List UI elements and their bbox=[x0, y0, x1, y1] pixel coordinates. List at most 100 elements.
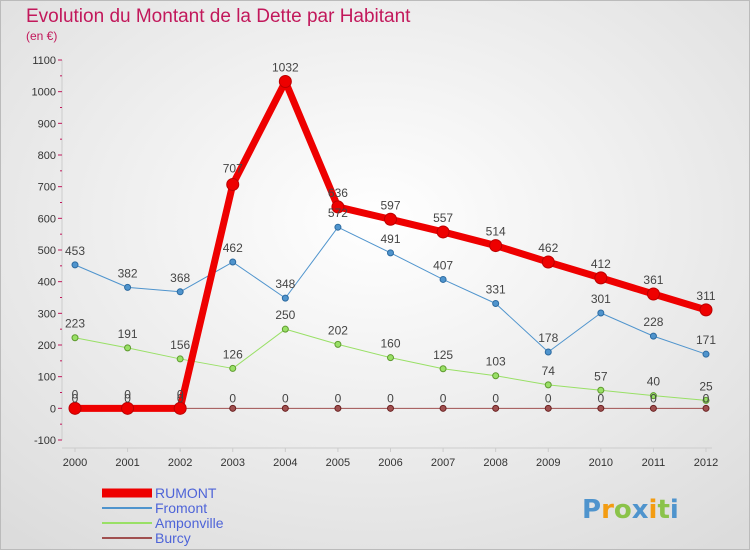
data-point-burcy bbox=[387, 404, 394, 412]
x-tick-label: 2006 bbox=[378, 457, 402, 469]
data-point-amponville bbox=[281, 325, 289, 333]
data-label-burcy: 0 bbox=[703, 391, 710, 405]
data-label-burcy: 0 bbox=[597, 391, 604, 405]
data-point-rumont bbox=[594, 271, 608, 285]
data-label-burcy: 0 bbox=[282, 391, 289, 405]
data-point-burcy bbox=[544, 404, 552, 412]
logo-letter: P bbox=[582, 495, 601, 525]
proxiti-logo: Proxiti bbox=[582, 495, 679, 525]
data-label-fromont: 407 bbox=[433, 258, 453, 272]
data-label-amponville: 250 bbox=[275, 308, 295, 322]
data-label-rumont: 311 bbox=[696, 289, 715, 303]
data-label-rumont: 636 bbox=[328, 186, 348, 200]
data-label-rumont: 462 bbox=[538, 241, 558, 255]
data-point-rumont bbox=[384, 212, 397, 226]
y-tick-label: 1000 bbox=[32, 87, 56, 99]
data-label-burcy: 0 bbox=[229, 391, 236, 405]
data-point-amponville bbox=[597, 386, 605, 394]
x-tick-label: 2004 bbox=[273, 457, 297, 469]
data-label-amponville: 103 bbox=[486, 355, 506, 369]
data-label-fromont: 228 bbox=[643, 315, 663, 329]
data-point-rumont bbox=[436, 225, 450, 239]
data-label-rumont: 0 bbox=[124, 387, 131, 401]
data-label-burcy: 0 bbox=[177, 391, 184, 405]
chart-title: Evolution du Montant de la Dette par Hab… bbox=[26, 6, 411, 27]
data-point-burcy bbox=[649, 404, 657, 412]
data-label-burcy: 0 bbox=[72, 391, 79, 405]
data-label-burcy: 0 bbox=[492, 391, 499, 405]
data-label-rumont: 557 bbox=[433, 211, 453, 225]
data-point-fromont bbox=[71, 261, 79, 269]
data-point-fromont bbox=[124, 283, 132, 291]
data-label-fromont: 301 bbox=[591, 292, 611, 306]
data-label-amponville: 202 bbox=[328, 323, 348, 337]
data-point-amponville bbox=[176, 355, 184, 363]
data-label-amponville: 74 bbox=[542, 364, 556, 378]
data-label-burcy: 0 bbox=[124, 391, 131, 405]
data-label-rumont: 0 bbox=[177, 387, 184, 401]
y-tick-label: 300 bbox=[38, 308, 56, 320]
data-point-rumont bbox=[489, 239, 503, 253]
logo-letter: i bbox=[670, 495, 679, 525]
y-tick-label: 500 bbox=[38, 245, 56, 257]
logo-letter: t bbox=[657, 495, 669, 525]
data-label-burcy: 0 bbox=[387, 391, 394, 405]
data-label-rumont: 597 bbox=[380, 198, 400, 212]
y-tick-label: 0 bbox=[50, 403, 56, 415]
data-point-amponville bbox=[702, 396, 710, 404]
data-label-rumont: 412 bbox=[591, 257, 611, 271]
data-label-amponville: 40 bbox=[647, 375, 661, 389]
y-tick-label: 400 bbox=[38, 277, 56, 289]
data-label-fromont: 331 bbox=[486, 283, 506, 297]
data-point-amponville bbox=[439, 365, 447, 373]
x-tick-label: 2007 bbox=[431, 457, 455, 469]
data-point-fromont bbox=[387, 249, 394, 257]
chart-subtitle: (en €) bbox=[26, 29, 57, 43]
y-tick-label: 700 bbox=[38, 182, 56, 194]
data-label-fromont: 382 bbox=[118, 266, 138, 280]
x-tick-label: 2010 bbox=[589, 457, 613, 469]
y-tick-label: 600 bbox=[38, 213, 56, 225]
data-label-burcy: 0 bbox=[335, 391, 342, 405]
data-label-burcy: 0 bbox=[440, 391, 447, 405]
data-label-rumont: 514 bbox=[486, 225, 506, 239]
data-point-burcy bbox=[702, 404, 710, 412]
data-label-fromont: 348 bbox=[275, 277, 295, 291]
data-point-amponville bbox=[387, 354, 394, 362]
data-label-rumont: 0 bbox=[72, 387, 79, 401]
y-tick-label: 200 bbox=[38, 340, 56, 352]
data-point-burcy bbox=[439, 404, 447, 412]
data-point-burcy bbox=[281, 404, 289, 412]
data-point-amponville bbox=[124, 344, 132, 352]
data-label-amponville: 57 bbox=[594, 369, 608, 383]
axes: -100010020030040050060070080090010001100… bbox=[32, 55, 719, 469]
x-tick-label: 2000 bbox=[63, 457, 87, 469]
data-point-rumont bbox=[68, 401, 82, 415]
data-label-amponville: 126 bbox=[223, 347, 243, 361]
data-point-fromont bbox=[176, 288, 184, 296]
data-label-amponville: 191 bbox=[118, 327, 138, 341]
data-label-amponville: 160 bbox=[380, 337, 400, 351]
data-point-rumont bbox=[331, 200, 345, 214]
data-point-fromont bbox=[229, 258, 237, 266]
data-point-fromont bbox=[702, 350, 710, 358]
logo-letter: x bbox=[632, 495, 649, 525]
logo-text: Proxiti bbox=[582, 495, 679, 525]
data-labels: 0 0 07071032636597557514462412361311453382… bbox=[65, 61, 716, 406]
data-point-rumont bbox=[173, 401, 187, 415]
legend-label-amponville: Amponville bbox=[155, 515, 224, 531]
data-point-rumont bbox=[278, 75, 292, 89]
x-tick-label: 2012 bbox=[694, 457, 718, 469]
data-label-fromont: 462 bbox=[223, 241, 243, 255]
data-label-fromont: 178 bbox=[538, 331, 558, 345]
data-point-fromont bbox=[544, 348, 552, 356]
data-label-fromont: 453 bbox=[65, 244, 85, 258]
data-point-amponville bbox=[544, 381, 552, 389]
data-point-burcy bbox=[229, 404, 237, 412]
data-point-fromont bbox=[439, 275, 447, 283]
x-tick-label: 2003 bbox=[221, 457, 245, 469]
